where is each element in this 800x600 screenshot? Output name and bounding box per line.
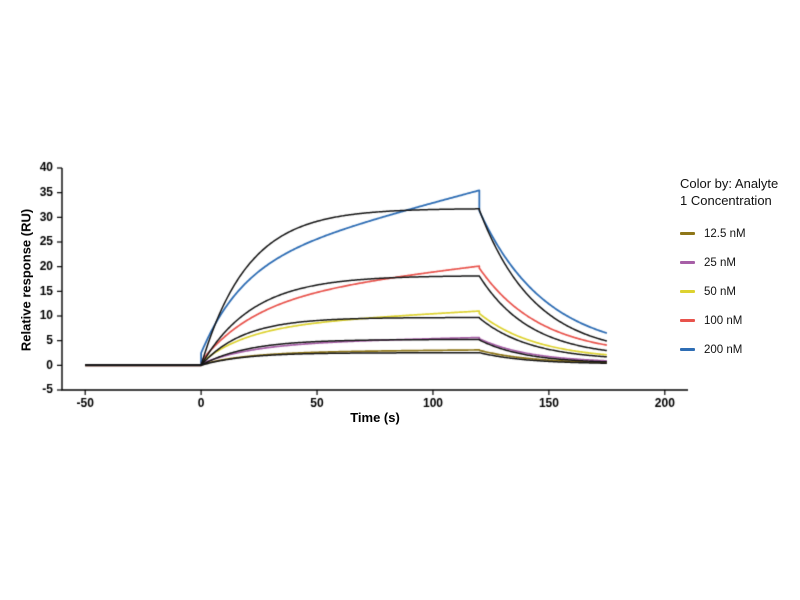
legend-item: 25 nM	[680, 256, 800, 270]
legend: Color by: Analyte 1 Concentration 12.5 n…	[680, 176, 800, 372]
legend-item: 200 nM	[680, 343, 800, 357]
legend-item-label: 25 nM	[704, 256, 736, 269]
legend-swatch	[680, 348, 695, 352]
legend-item: 100 nM	[680, 314, 800, 328]
legend-title-line: 1 Concentration	[680, 192, 772, 208]
legend-item: 50 nM	[680, 285, 800, 299]
legend-items: 12.5 nM 25 nM 50 nM 100 nM 200 nM	[680, 227, 800, 357]
legend-swatch	[680, 290, 695, 294]
x-axis-title: Time (s)	[350, 410, 400, 425]
legend-item-label: 200 nM	[704, 343, 743, 356]
legend-item-label: 12.5 nM	[704, 227, 746, 240]
legend-title-line: Color by: Analyte	[680, 176, 779, 191]
legend-swatch	[680, 232, 695, 236]
legend-title: Color by: Analyte 1 Concentration	[680, 176, 800, 210]
legend-item-label: 50 nM	[704, 285, 736, 298]
y-axis-title: Relative response (RU)	[18, 208, 34, 352]
legend-item-label: 100 nM	[704, 314, 743, 327]
legend-item: 12.5 nM	[680, 227, 800, 241]
legend-swatch	[680, 319, 695, 323]
legend-swatch	[680, 261, 695, 265]
